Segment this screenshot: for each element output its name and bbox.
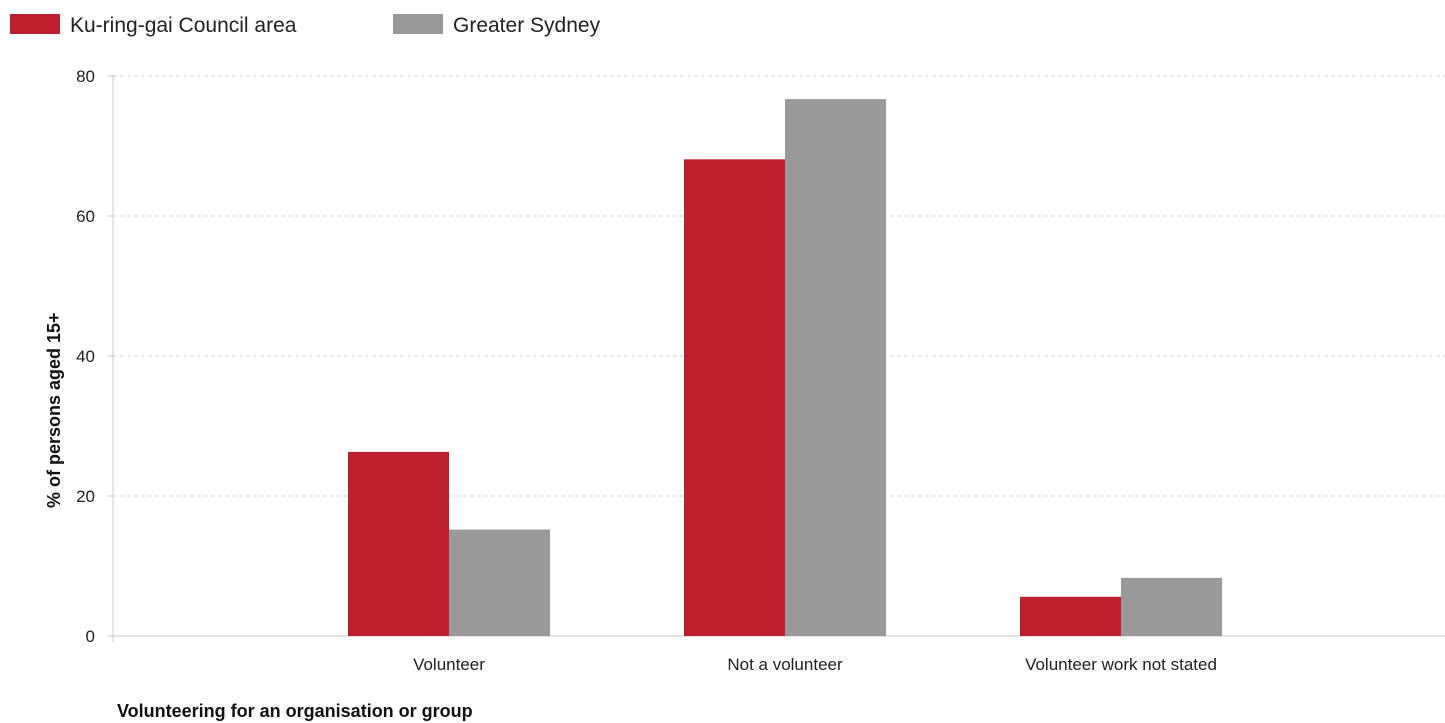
x-axis-title: Volunteering for an organisation or grou… bbox=[117, 701, 473, 721]
y-tick-label: 80 bbox=[76, 67, 95, 86]
legend-label-greater-sydney: Greater Sydney bbox=[453, 14, 601, 37]
bar-ku-ring-gai[interactable] bbox=[684, 159, 785, 637]
x-tick-label: Volunteer bbox=[413, 655, 485, 674]
x-tick-label: Volunteer work not stated bbox=[1025, 655, 1217, 674]
legend-swatch-greater-sydney bbox=[393, 14, 443, 34]
y-tick-label: 60 bbox=[76, 207, 95, 226]
bar-greater-sydney[interactable] bbox=[785, 99, 886, 637]
legend-swatch-ku-ring-gai bbox=[10, 14, 60, 34]
y-axis-ticks: 0 20 40 60 80 bbox=[76, 67, 113, 646]
y-tick-label: 40 bbox=[76, 347, 95, 366]
x-axis-ticks: Volunteer Not a volunteer Volunteer work n… bbox=[112, 636, 1217, 674]
bars bbox=[348, 99, 1222, 637]
y-tick-label: 0 bbox=[86, 627, 95, 646]
bar-greater-sydney[interactable] bbox=[449, 529, 550, 636]
legend: Ku-ring-gai Council area Greater Sydney bbox=[10, 14, 601, 37]
bar-ku-ring-gai[interactable] bbox=[348, 451, 449, 636]
x-tick-label: Not a volunteer bbox=[727, 655, 843, 674]
legend-label-ku-ring-gai: Ku-ring-gai Council area bbox=[70, 14, 297, 37]
y-axis-title: % of persons aged 15+ bbox=[44, 312, 64, 508]
bar-greater-sydney[interactable] bbox=[1121, 577, 1222, 636]
bar-ku-ring-gai[interactable] bbox=[1020, 596, 1121, 636]
y-tick-label: 20 bbox=[76, 487, 95, 506]
